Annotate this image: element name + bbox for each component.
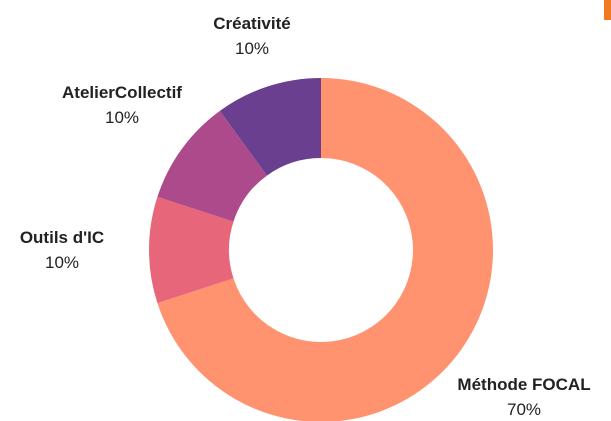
donut-slice-2 [157,110,267,222]
donut-slice-1 [149,196,234,304]
slice-labels: Méthode FOCAL 70% Outils d'IC 10% AtelierCol… [20,14,591,419]
slice-percent-0: 70% [507,400,541,419]
slice-label-1: Outils d'IC [20,228,104,247]
slice-percent-1: 10% [45,253,79,272]
donut-slice-0 [157,78,493,421]
donut-slices [149,78,493,421]
slice-percent-2: 10% [105,108,139,127]
slice-label-3: Créativité [213,14,290,33]
slice-percent-3: 10% [235,39,269,58]
slice-label-0: Méthode FOCAL [457,375,590,394]
slice-label-2: AtelierCollectif [62,83,182,102]
donut-slice-3 [219,78,321,176]
accent-bar [604,0,611,20]
